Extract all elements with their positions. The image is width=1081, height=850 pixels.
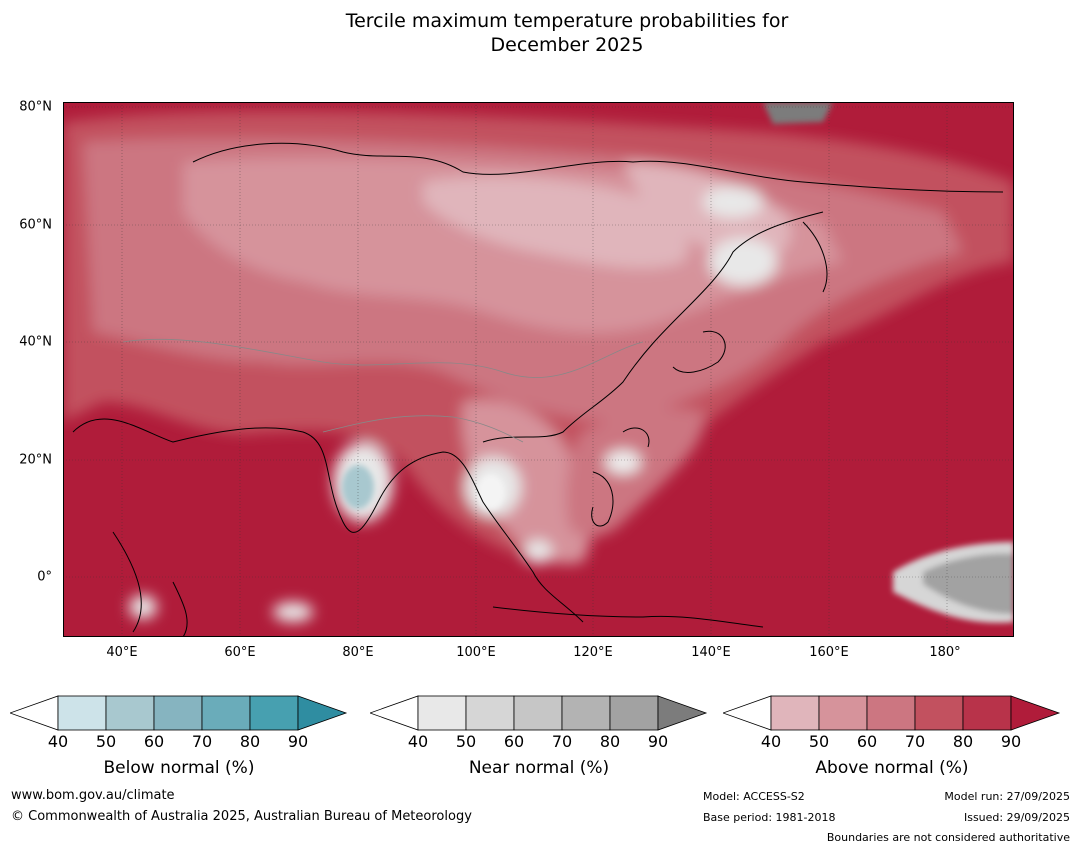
lat-label-60n: 60°N xyxy=(19,217,52,233)
base-period-text: Base period: 1981-2018 xyxy=(703,811,836,824)
lat-label-80n: 80°N xyxy=(19,99,52,115)
near-normal-core xyxy=(477,474,505,510)
near-tick-80: 80 xyxy=(599,732,621,751)
coastlines xyxy=(72,142,1004,637)
zone-scs xyxy=(566,408,705,537)
lat-label-40n: 40°N xyxy=(19,334,52,350)
title-line-2: December 2025 xyxy=(490,34,644,56)
near-normal-malaysia xyxy=(524,540,552,564)
above-swatch-5 xyxy=(962,695,1012,731)
lon-label-60e: 60°E xyxy=(224,645,256,660)
above-tick-60: 60 xyxy=(856,732,878,751)
borders xyxy=(122,338,644,443)
near-swatch-0 xyxy=(370,695,419,731)
below-swatch-5 xyxy=(249,695,299,731)
colorbar-below-normal xyxy=(10,695,348,731)
graticule xyxy=(63,102,1014,637)
zone-indochina xyxy=(462,399,592,564)
model-text: Model: ACCESS-S2 xyxy=(703,790,805,803)
below-normal-title: Below normal (%) xyxy=(103,758,255,778)
near-normal-amur xyxy=(709,238,777,286)
lon-label-40e: 40°E xyxy=(106,645,138,660)
near-normal-arctic xyxy=(763,102,833,124)
below-tick-50: 50 xyxy=(95,732,117,751)
above-swatch-0 xyxy=(723,695,772,731)
zone-40-50-siberia xyxy=(423,176,689,269)
above-swatch-1 xyxy=(770,695,820,731)
near-normal-yakutia xyxy=(703,186,763,218)
below-tick-40: 40 xyxy=(47,732,69,751)
bom-url-link[interactable]: www.bom.gov.au/climate xyxy=(11,788,175,803)
title-line-1: Tercile maximum temperature probabilitie… xyxy=(345,10,789,32)
below-tick-90: 90 xyxy=(287,732,309,751)
above-tick-80: 80 xyxy=(952,732,974,751)
lon-label-160e: 160°E xyxy=(809,645,849,660)
below-tick-80: 80 xyxy=(239,732,261,751)
model-run-text: Model run: 27/09/2025 xyxy=(944,790,1070,803)
map-svg xyxy=(63,102,1014,637)
above-swatch-2 xyxy=(818,695,868,731)
below-swatch-1 xyxy=(57,695,107,731)
near-swatch-6 xyxy=(657,695,708,731)
lon-label-80e: 80°E xyxy=(342,645,374,660)
near-swatch-5 xyxy=(609,695,659,731)
above-tick-70: 70 xyxy=(904,732,926,751)
sharp-features xyxy=(342,102,1014,623)
near-normal-scs xyxy=(605,450,641,474)
lon-label-140e: 140°E xyxy=(691,645,731,660)
disclaimer-text: Boundaries are not considered authoritat… xyxy=(826,831,1070,844)
below-swatch-4 xyxy=(201,695,251,731)
above-normal-title: Above normal (%) xyxy=(815,758,969,778)
colorbar-above-normal xyxy=(723,695,1061,731)
issued-text: Issued: 29/09/2025 xyxy=(963,811,1070,824)
near-tick-40: 40 xyxy=(407,732,429,751)
near-tick-90: 90 xyxy=(647,732,669,751)
near-tick-70: 70 xyxy=(551,732,573,751)
copyright-text: © Commonwealth of Australia 2025, Austra… xyxy=(11,809,472,824)
above-swatch-6 xyxy=(1010,695,1061,731)
lon-label-100e: 100°E xyxy=(456,645,496,660)
probability-map xyxy=(63,102,1014,637)
near-tick-50: 50 xyxy=(455,732,477,751)
near-normal-africa xyxy=(129,595,157,619)
near-normal-pacific-inner xyxy=(923,553,1014,614)
near-swatch-1 xyxy=(417,695,467,731)
map-frame xyxy=(63,102,1014,637)
below-swatch-2 xyxy=(105,695,155,731)
near-swatch-4 xyxy=(561,695,611,731)
below-tick-60: 60 xyxy=(143,732,165,751)
above-tick-40: 40 xyxy=(760,732,782,751)
below-swatch-3 xyxy=(153,695,203,731)
near-swatch-3 xyxy=(513,695,563,731)
above-swatch-3 xyxy=(866,695,916,731)
near-normal-indian-ocean xyxy=(273,602,313,622)
above-swatch-4 xyxy=(914,695,964,731)
lon-label-120e: 120°E xyxy=(573,645,613,660)
above-tick-50: 50 xyxy=(808,732,830,751)
lat-label-20n: 20°N xyxy=(19,452,52,468)
near-tick-60: 60 xyxy=(503,732,525,751)
lat-label-0: 0° xyxy=(37,569,52,585)
above-tick-90: 90 xyxy=(1000,732,1022,751)
zone-40-50-east xyxy=(623,162,791,262)
near-swatch-2 xyxy=(465,695,515,731)
colorbar-near-normal xyxy=(370,695,708,731)
lon-label-180: 180° xyxy=(929,645,961,660)
probability-field xyxy=(63,111,1014,622)
near-normal-title: Near normal (%) xyxy=(468,758,610,778)
below-swatch-6 xyxy=(297,695,348,731)
below-tick-70: 70 xyxy=(191,732,213,751)
below-swatch-0 xyxy=(10,695,59,731)
map-title: Tercile maximum temperature probabilitie… xyxy=(0,9,1081,57)
